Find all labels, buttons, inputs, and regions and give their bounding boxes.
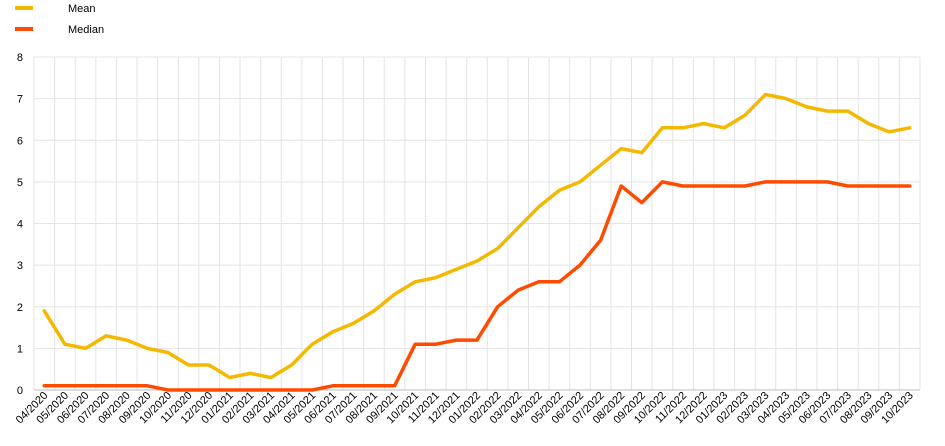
x-axis: 04/202005/202006/202007/202008/202009/20… bbox=[14, 390, 916, 427]
gridlines bbox=[33, 56, 921, 391]
legend-label-median: Median bbox=[68, 24, 104, 36]
series-line-median bbox=[42, 180, 912, 392]
series-lines bbox=[42, 92, 912, 392]
y-tick-label: 2 bbox=[17, 302, 23, 314]
y-tick-label: 6 bbox=[17, 135, 23, 147]
series-line-mean bbox=[42, 92, 912, 380]
y-tick-label: 5 bbox=[17, 177, 23, 189]
y-tick-label: 3 bbox=[17, 260, 23, 272]
y-tick-label: 0 bbox=[17, 385, 23, 397]
y-tick-label: 7 bbox=[17, 94, 23, 106]
y-tick-label: 8 bbox=[17, 52, 23, 64]
legend: Mean Median bbox=[15, 3, 104, 36]
y-tick-label: 1 bbox=[17, 343, 23, 355]
y-tick-label: 4 bbox=[17, 219, 23, 231]
legend-label-mean: Mean bbox=[68, 3, 96, 15]
y-axis: 0 1 2 3 4 5 6 7 8 bbox=[17, 52, 23, 397]
